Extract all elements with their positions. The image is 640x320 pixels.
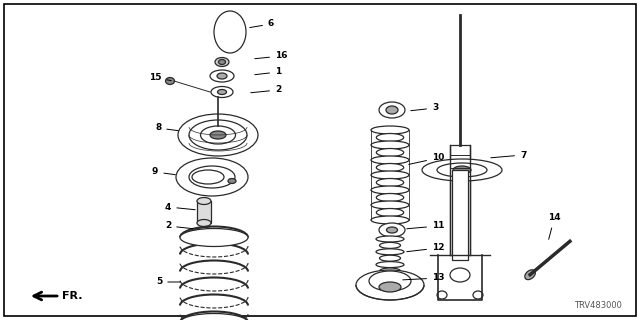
Ellipse shape (210, 131, 226, 139)
Ellipse shape (192, 170, 224, 184)
Text: 15: 15 (149, 74, 172, 83)
Ellipse shape (211, 86, 233, 98)
Ellipse shape (450, 268, 470, 282)
Ellipse shape (376, 179, 404, 187)
Ellipse shape (379, 223, 405, 237)
Ellipse shape (437, 163, 487, 177)
Ellipse shape (376, 133, 404, 141)
Ellipse shape (217, 73, 227, 79)
Ellipse shape (371, 201, 409, 209)
Ellipse shape (200, 230, 209, 236)
Ellipse shape (380, 255, 401, 261)
Text: 11: 11 (407, 221, 445, 230)
Ellipse shape (214, 11, 246, 53)
Text: 4: 4 (165, 203, 195, 212)
Ellipse shape (369, 271, 411, 291)
Ellipse shape (376, 164, 404, 172)
Ellipse shape (215, 58, 229, 67)
Text: 12: 12 (407, 244, 445, 252)
Bar (452, 170, 468, 260)
Ellipse shape (371, 156, 409, 164)
Ellipse shape (193, 228, 215, 238)
Text: 7: 7 (491, 150, 526, 159)
Ellipse shape (200, 126, 236, 144)
Text: 6: 6 (250, 20, 275, 28)
Ellipse shape (379, 282, 401, 292)
Ellipse shape (197, 220, 211, 227)
Ellipse shape (218, 90, 227, 94)
Ellipse shape (228, 179, 236, 183)
Text: 8: 8 (155, 124, 179, 132)
Ellipse shape (376, 194, 404, 202)
Ellipse shape (376, 148, 404, 156)
Ellipse shape (218, 60, 225, 65)
Ellipse shape (371, 186, 409, 194)
Ellipse shape (376, 262, 404, 268)
Ellipse shape (376, 249, 404, 255)
Ellipse shape (356, 270, 424, 300)
Ellipse shape (180, 228, 248, 246)
Ellipse shape (376, 209, 404, 217)
Text: 2: 2 (251, 85, 281, 94)
Ellipse shape (379, 102, 405, 118)
Ellipse shape (380, 268, 401, 274)
Bar (197, 201, 211, 223)
Ellipse shape (176, 158, 248, 196)
Text: 2: 2 (165, 221, 193, 230)
Ellipse shape (386, 106, 398, 114)
Text: 3: 3 (411, 103, 438, 113)
Ellipse shape (437, 291, 447, 299)
Ellipse shape (178, 114, 258, 156)
Ellipse shape (453, 166, 471, 174)
Ellipse shape (387, 227, 397, 233)
Ellipse shape (371, 171, 409, 179)
Ellipse shape (180, 314, 248, 320)
Text: 13: 13 (403, 274, 445, 283)
Text: FR.: FR. (62, 291, 83, 301)
Text: 1: 1 (255, 68, 281, 76)
Ellipse shape (422, 159, 502, 181)
Text: 14: 14 (548, 213, 561, 239)
Ellipse shape (197, 197, 211, 204)
Ellipse shape (371, 141, 409, 149)
Ellipse shape (189, 166, 235, 188)
Ellipse shape (189, 120, 247, 150)
Ellipse shape (380, 243, 401, 248)
Ellipse shape (210, 70, 234, 82)
Text: 9: 9 (152, 167, 175, 177)
Ellipse shape (371, 216, 409, 224)
Text: 10: 10 (409, 154, 444, 164)
Text: 5: 5 (156, 277, 180, 286)
Ellipse shape (525, 270, 535, 280)
Text: TRV483000: TRV483000 (574, 301, 622, 310)
Ellipse shape (371, 126, 409, 134)
Ellipse shape (473, 291, 483, 299)
Bar (450, 145, 470, 255)
Ellipse shape (166, 77, 175, 84)
Ellipse shape (376, 236, 404, 242)
Text: 16: 16 (255, 52, 287, 60)
